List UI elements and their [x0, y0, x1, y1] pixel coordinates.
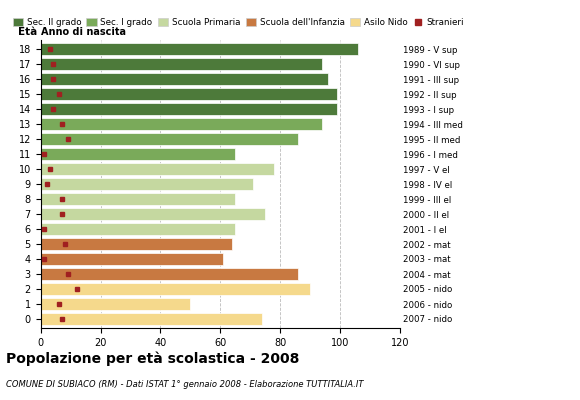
Bar [41, 283, 310, 295]
Bar [41, 313, 262, 325]
Bar [41, 298, 190, 310]
Text: COMUNE DI SUBIACO (RM) - Dati ISTAT 1° gennaio 2008 - Elaborazione TUTTITALIA.IT: COMUNE DI SUBIACO (RM) - Dati ISTAT 1° g… [6, 380, 363, 389]
Bar [41, 223, 235, 235]
Bar [41, 133, 298, 145]
Bar [41, 178, 253, 190]
Bar [41, 88, 337, 100]
Bar [41, 148, 235, 160]
Bar [41, 268, 298, 280]
Text: Anno di nascita: Anno di nascita [41, 27, 126, 37]
Bar [41, 73, 328, 85]
Bar [41, 163, 274, 175]
Bar [41, 118, 322, 130]
Bar [41, 208, 265, 220]
Bar [41, 253, 223, 265]
Bar [41, 238, 233, 250]
Bar [41, 43, 358, 55]
Bar [41, 58, 322, 70]
Legend: Sec. II grado, Sec. I grado, Scuola Primaria, Scuola dell'Infanzia, Asilo Nido, : Sec. II grado, Sec. I grado, Scuola Prim… [13, 18, 465, 27]
Text: Popolazione per età scolastica - 2008: Popolazione per età scolastica - 2008 [6, 352, 299, 366]
Bar [41, 103, 337, 115]
Bar [41, 193, 235, 205]
Text: Età: Età [18, 27, 37, 37]
